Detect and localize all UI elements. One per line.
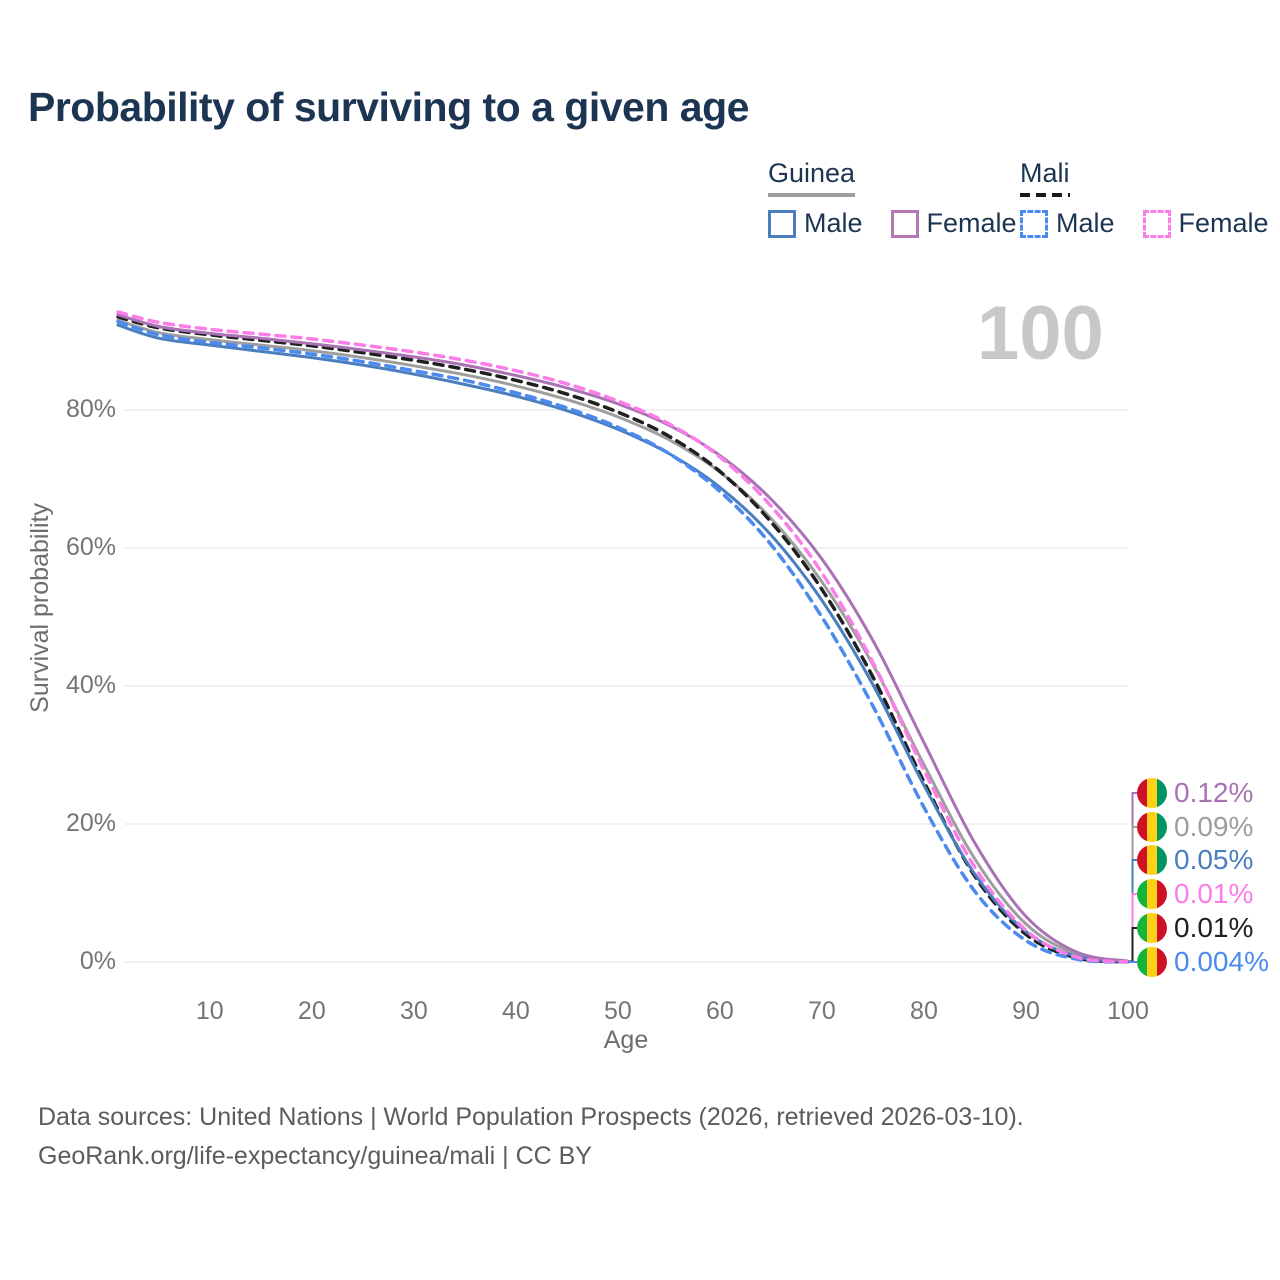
legend-group-guinea: Guinea Male Female xyxy=(768,158,1017,239)
end-value-mali-female: 0.01% xyxy=(1174,878,1254,909)
footer: Data sources: United Nations | World Pop… xyxy=(38,1098,1024,1176)
y-tick-40: 40% xyxy=(65,671,116,699)
x-tick-40: 40 xyxy=(501,997,530,1025)
guinea-flag-icon xyxy=(1137,845,1167,875)
line-mali-total xyxy=(116,315,1130,964)
legend-group-guinea-name: Guinea xyxy=(768,158,856,188)
legend-group-mali-name: Mali xyxy=(1020,158,1070,188)
line-mali-male xyxy=(116,319,1130,964)
x-tick-60: 60 xyxy=(706,997,734,1025)
legend-items-guinea: Male Female xyxy=(768,208,1017,239)
legend-label-guinea-female: Female xyxy=(926,208,1017,238)
guinea-male-swatch-icon xyxy=(768,209,796,238)
guinea-line-style-swatch xyxy=(768,193,856,197)
mali-flag-icon xyxy=(1137,879,1167,909)
watermark-age-100: 100 xyxy=(977,291,1104,376)
end-value-guinea-total: 0.09% xyxy=(1174,811,1254,842)
x-tick-70: 70 xyxy=(808,997,836,1025)
legend-label-mali-male: Male xyxy=(1056,208,1115,238)
end-label-row-guinea-male: 0.05% xyxy=(1137,844,1253,876)
x-tick-30: 30 xyxy=(399,997,428,1025)
end-value-guinea-female: 0.12% xyxy=(1174,777,1254,808)
guinea-female-swatch-icon xyxy=(890,209,919,238)
mali-female-swatch-icon xyxy=(1142,209,1171,238)
end-value-mali-male: 0.004% xyxy=(1174,946,1269,977)
line-guinea-total xyxy=(116,318,1130,963)
mali-flag-icon xyxy=(1137,947,1167,977)
x-tick-90: 90 xyxy=(1012,997,1040,1025)
x-tick-10: 10 xyxy=(195,997,224,1025)
legend-item-guinea-female[interactable]: Female xyxy=(890,208,1017,239)
legend-item-guinea-male[interactable]: Male xyxy=(768,208,863,239)
end-label-row-guinea-female: 0.12% xyxy=(1137,777,1253,809)
y-tick-20: 20% xyxy=(65,809,116,837)
x-axis-title: Age xyxy=(603,1026,649,1054)
line-mali-female xyxy=(116,310,1130,964)
page-title: Probability of surviving to a given age xyxy=(28,84,749,130)
legend-items-mali: Male Female xyxy=(1020,208,1269,239)
end-label-row-mali-total: 0.01% xyxy=(1137,912,1253,944)
legend-item-mali-female[interactable]: Female xyxy=(1142,208,1269,239)
x-tick-80: 80 xyxy=(910,997,938,1025)
legend-label-guinea-male: Male xyxy=(804,208,863,238)
end-value-guinea-male: 0.05% xyxy=(1174,844,1254,875)
line-guinea-female xyxy=(116,313,1130,963)
end-label-row-mali-female: 0.01% xyxy=(1137,878,1253,910)
mali-male-swatch-icon xyxy=(1020,209,1048,238)
legend-group-mali: Mali Male Female xyxy=(1020,158,1269,239)
footer-line-1: Data sources: United Nations | World Pop… xyxy=(38,1103,1024,1131)
end-label-row-guinea-total: 0.09% xyxy=(1137,811,1253,843)
line-guinea-male xyxy=(116,323,1130,964)
footer-line-2: GeoRank.org/life-expectancy/guinea/mali … xyxy=(38,1142,592,1170)
end-label-row-mali-male: 0.004% xyxy=(1137,946,1269,978)
x-tick-50: 50 xyxy=(603,997,632,1025)
legend-item-mali-male[interactable]: Male xyxy=(1020,208,1115,239)
mali-line-style-swatch xyxy=(1020,193,1070,197)
legend-label-mali-female: Female xyxy=(1178,208,1269,238)
y-tick-60: 60% xyxy=(65,533,116,561)
x-tick-100: 100 xyxy=(1107,997,1149,1025)
legend-group-guinea-title: Guinea xyxy=(768,158,856,197)
mali-flag-icon xyxy=(1137,913,1167,943)
guinea-flag-icon xyxy=(1137,812,1167,842)
y-tick-0: 0% xyxy=(79,947,116,975)
guinea-flag-icon xyxy=(1137,778,1167,808)
y-tick-80: 80% xyxy=(65,395,116,423)
x-tick-20: 20 xyxy=(297,997,326,1025)
end-value-mali-total: 0.01% xyxy=(1174,912,1254,943)
legend-group-mali-title: Mali xyxy=(1020,158,1070,197)
leader-line-mali-total xyxy=(1128,927,1137,963)
